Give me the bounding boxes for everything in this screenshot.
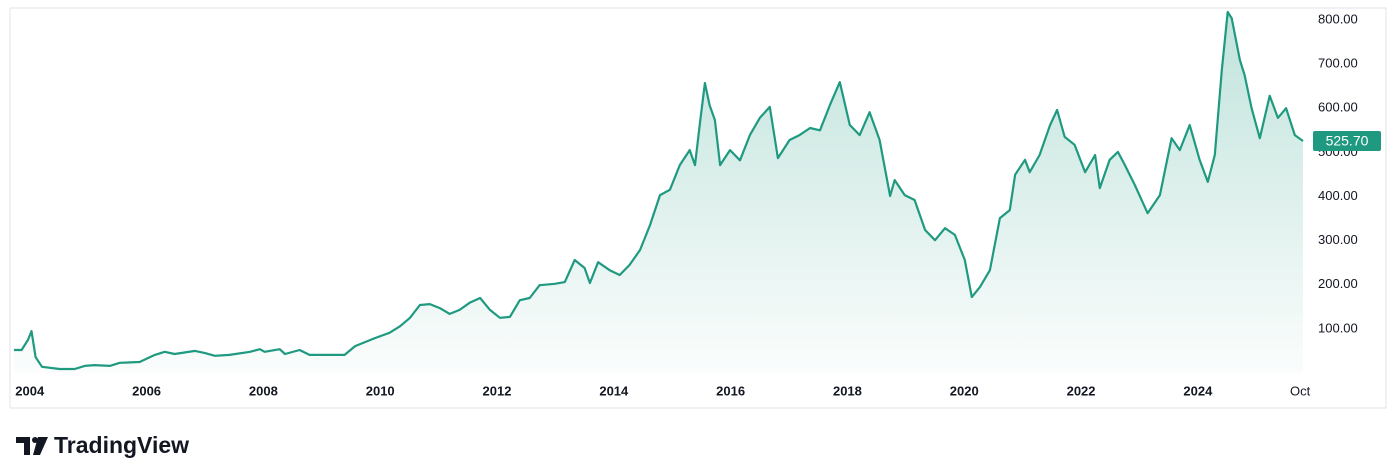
y-tick-label: 600.00 [1318, 100, 1358, 115]
x-tick-label: 2016 [716, 383, 745, 398]
x-tick-label: 2010 [366, 383, 395, 398]
logo [16, 437, 48, 455]
x-tick-label: 2008 [249, 383, 278, 398]
x-tick-label: 2014 [599, 383, 629, 398]
x-tick-label: 2006 [132, 383, 161, 398]
x-tick-label: Oct [1290, 383, 1311, 398]
y-tick-label: 400.00 [1318, 188, 1358, 203]
x-tick-label: 2018 [833, 383, 862, 398]
y-tick-label: 700.00 [1318, 55, 1358, 70]
y-tick-label: 200.00 [1318, 276, 1358, 291]
x-tick-label: 2020 [950, 383, 979, 398]
area-fill [14, 12, 1303, 373]
x-tick-label: 2012 [483, 383, 512, 398]
price-line [14, 10, 1304, 371]
y-tick-label: 800.00 [1318, 11, 1358, 26]
brand: TradingView [54, 432, 189, 458]
x-tick-label: 2024 [1183, 383, 1213, 398]
y-tick-label: 300.00 [1318, 232, 1358, 247]
last-price-box [1313, 130, 1381, 151]
y-tick-label: 100.00 [1318, 320, 1358, 335]
x-tick-label: 2004 [15, 383, 45, 398]
chart-frame [9, 7, 1387, 409]
x-tick-label: 2022 [1067, 383, 1096, 398]
last-price-label: 525.70 [1326, 133, 1369, 149]
